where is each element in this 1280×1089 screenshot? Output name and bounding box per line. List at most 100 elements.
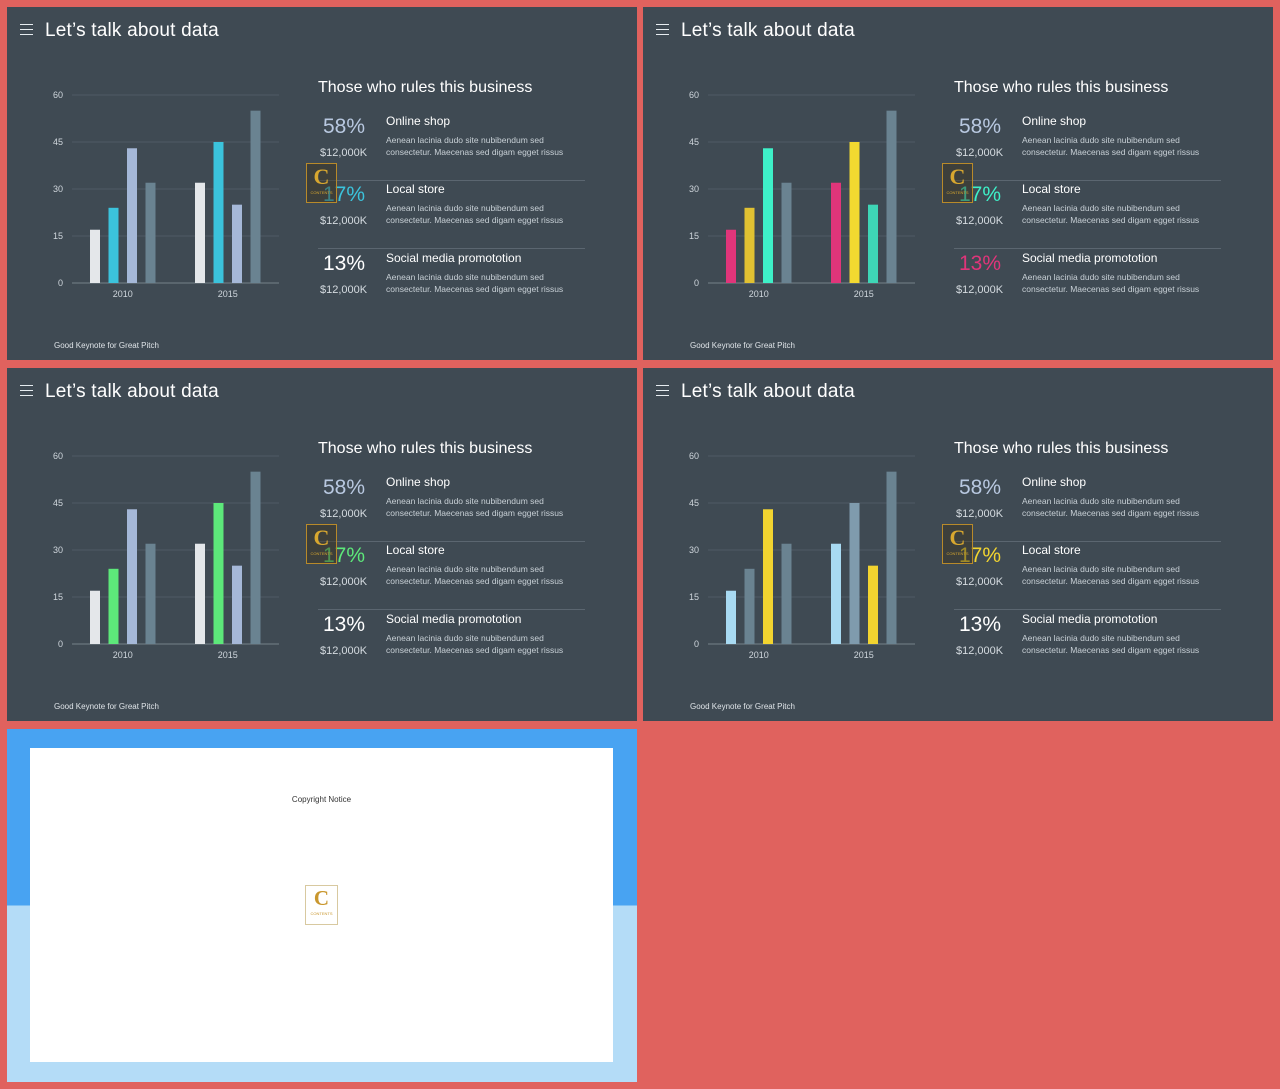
stat-name: Online shop (1022, 114, 1087, 128)
stat-amount: $12,000K (956, 508, 1004, 520)
slide-footer: Good Keynote for Great Pitch (54, 702, 159, 711)
y-tick-label: 0 (694, 639, 699, 649)
stat-percent: 13% (959, 252, 1002, 275)
bar (127, 509, 137, 644)
x-tick-label: 2015 (218, 289, 238, 299)
stat-amount: $12,000K (320, 147, 368, 159)
stat-description: Aenean lacinia dudo site nubibendum sed … (1022, 203, 1200, 225)
logo-letter: C (313, 525, 330, 550)
y-tick-label: 30 (53, 545, 63, 555)
slide-footer: Good Keynote for Great Pitch (690, 341, 795, 350)
logo-text: CONTENTS (310, 551, 333, 556)
logo-text: CONTENTS (310, 190, 333, 195)
stat-description: Aenean lacinia dudo site nubibendum sed … (386, 496, 564, 518)
stat-amount: $12,000K (320, 508, 368, 520)
bar (831, 543, 841, 644)
stat-description: Aenean lacinia dudo site nubibendum sed … (386, 272, 564, 294)
y-tick-label: 45 (53, 498, 63, 508)
slide-title: Let’s talk about data (681, 381, 855, 402)
contents-logo-icon: C CONTENTS (305, 885, 338, 925)
bar (213, 142, 224, 283)
stat-amount: $12,000K (956, 645, 1004, 657)
y-tick-label: 30 (689, 545, 699, 555)
bar (195, 182, 205, 283)
slide-footer: Good Keynote for Great Pitch (54, 341, 159, 350)
stat-description: Aenean lacinia dudo site nubibendum sed … (386, 633, 564, 655)
y-tick-label: 45 (689, 137, 699, 147)
slide-4[interactable]: Let’s talk about data 0 15 30 45 60 2010 2015 … (643, 368, 1273, 721)
stat-percent: 17% (959, 183, 1002, 206)
x-tick-label: 2015 (218, 650, 238, 660)
hamburger-menu-icon[interactable] (656, 24, 669, 36)
bar-chart: 0 15 30 45 60 2010 2015 (53, 90, 279, 299)
bar (127, 148, 137, 283)
bar (744, 207, 755, 283)
stat-percent: 13% (323, 613, 366, 636)
y-tick-label: 30 (689, 184, 699, 194)
stat-social-media: 13% $12,000K Social media promototion Ae… (954, 611, 1221, 679)
bar (232, 565, 242, 644)
bar (250, 110, 261, 284)
stat-amount: $12,000K (956, 576, 1004, 588)
bar-chart: 0 15 30 45 60 2010 2015 (689, 451, 915, 660)
bar (849, 503, 860, 644)
slide-3[interactable]: Let’s talk about data 0 15 30 45 60 2010 2015 … (7, 368, 637, 721)
y-tick-label: 0 (694, 278, 699, 288)
y-tick-label: 45 (689, 498, 699, 508)
contents-logo-icon: C CONTENTS (306, 524, 337, 564)
contents-logo-icon: C CONTENTS (306, 163, 337, 203)
stat-percent: 58% (959, 476, 1002, 499)
y-tick-label: 30 (53, 184, 63, 194)
stat-percent: 58% (323, 115, 366, 138)
stat-amount: $12,000K (320, 215, 368, 227)
bar (145, 182, 156, 283)
hamburger-menu-icon[interactable] (656, 385, 669, 397)
y-tick-label: 45 (53, 137, 63, 147)
section-title: Those who rules this business (318, 79, 533, 96)
logo-letter: C (313, 164, 330, 189)
stat-name: Social media promototion (386, 251, 522, 265)
bar-chart: 0 15 30 45 60 2010 2015 (689, 90, 915, 299)
stat-description: Aenean lacinia dudo site nubibendum sed … (1022, 272, 1200, 294)
stat-name: Local store (386, 543, 445, 557)
stat-percent: 58% (959, 115, 1002, 138)
stat-percent: 17% (323, 544, 366, 567)
stat-description: Aenean lacinia dudo site nubibendum sed … (1022, 633, 1200, 655)
stat-name: Social media promototion (386, 612, 522, 626)
bar (213, 503, 224, 644)
stat-amount: $12,000K (956, 147, 1004, 159)
stat-social-media: 13% $12,000K Social media promototion Ae… (318, 250, 585, 318)
hamburger-menu-icon[interactable] (20, 24, 33, 36)
stat-name: Online shop (1022, 475, 1087, 489)
y-tick-label: 15 (53, 231, 63, 241)
copyright-slide[interactable]: Copyright Notice C CONTENTS (7, 729, 637, 1082)
stat-online-shop: 58% $12,000K Online shop Aenean lacinia … (954, 474, 1221, 542)
slide-1[interactable]: Let’s talk about data 0 15 30 45 60 2010 2015 … (7, 7, 637, 360)
stat-local-store: 17% $12,000K Local store Aenean lacinia … (318, 181, 585, 249)
stat-name: Local store (386, 182, 445, 196)
stat-amount: $12,000K (956, 284, 1004, 296)
slide-title: Let’s talk about data (45, 20, 219, 41)
stat-description: Aenean lacinia dudo site nubibendum sed … (386, 564, 564, 586)
stat-percent: 13% (959, 613, 1002, 636)
section-title: Those who rules this business (954, 440, 1169, 457)
stat-description: Aenean lacinia dudo site nubibendum sed … (1022, 496, 1200, 518)
stat-description: Aenean lacinia dudo site nubibendum sed … (1022, 564, 1200, 586)
stat-description: Aenean lacinia dudo site nubibendum sed … (386, 135, 564, 157)
bar (868, 204, 878, 283)
stat-amount: $12,000K (956, 215, 1004, 227)
stat-percent: 17% (323, 183, 366, 206)
bar (763, 148, 773, 283)
hamburger-menu-icon[interactable] (20, 385, 33, 397)
stat-amount: $12,000K (320, 576, 368, 588)
logo-text: CONTENTS (310, 911, 333, 916)
stat-percent: 13% (323, 252, 366, 275)
bar (195, 543, 205, 644)
bar (744, 568, 755, 644)
copyright-title: Copyright Notice (291, 795, 352, 804)
stat-description: Aenean lacinia dudo site nubibendum sed … (386, 203, 564, 225)
y-tick-label: 0 (58, 278, 63, 288)
stat-social-media: 13% $12,000K Social media promototion Ae… (954, 250, 1221, 318)
slide-2[interactable]: Let’s talk about data 0 15 30 45 60 2010 2015 … (643, 7, 1273, 360)
stat-online-shop: 58% $12,000K Online shop Aenean lacinia … (954, 113, 1221, 181)
